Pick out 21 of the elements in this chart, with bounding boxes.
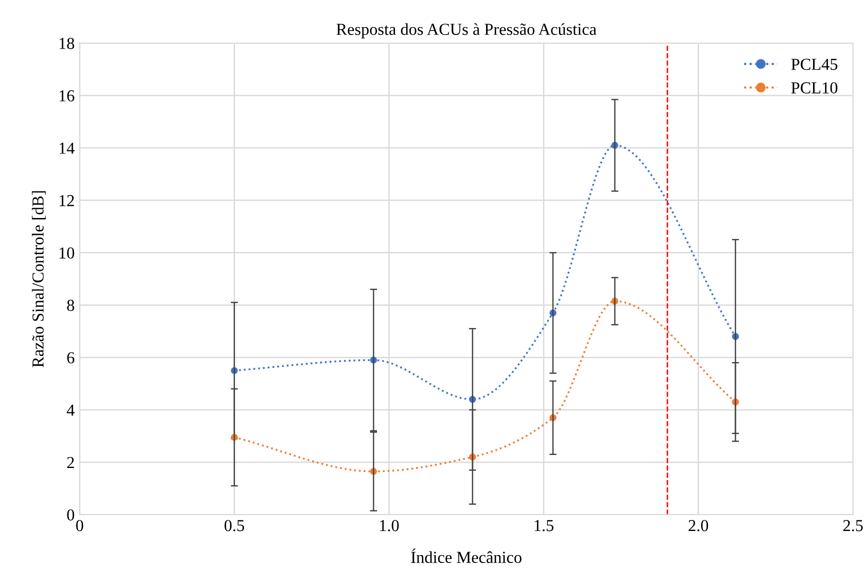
y-tick-label: 14: [60, 142, 75, 154]
y-tick-label: 10: [60, 247, 74, 259]
y-tick-label: 18: [60, 38, 74, 50]
y-tick-label: 8: [67, 300, 74, 312]
y-tick-label: 12: [60, 195, 74, 206]
x-tick-label: 0.5: [224, 520, 244, 532]
y-tick-label: 4: [66, 404, 75, 416]
legend-label: PCL45: [791, 58, 838, 70]
legend-label: PCL10: [791, 82, 838, 94]
x-tick-label: 1.0: [380, 520, 399, 532]
x-tick-label: 2.0: [688, 520, 708, 532]
x-tick-label: 0: [76, 520, 84, 532]
x-axis-title: Índice Mecânico: [411, 548, 522, 563]
y-tick-label: 16: [60, 90, 74, 102]
x-tick-label: 2.5: [843, 520, 863, 532]
chart-title: Resposta dos ACUs à Pressão Acústica: [336, 23, 596, 38]
y-tick-label: 0: [67, 509, 74, 521]
y-tick-label: 6: [67, 352, 74, 364]
y-tick-label: 2: [67, 456, 74, 468]
y-axis-title: Razão Sinal/Controle [dB]: [32, 191, 46, 368]
x-tick-label: 1.5: [534, 520, 554, 532]
